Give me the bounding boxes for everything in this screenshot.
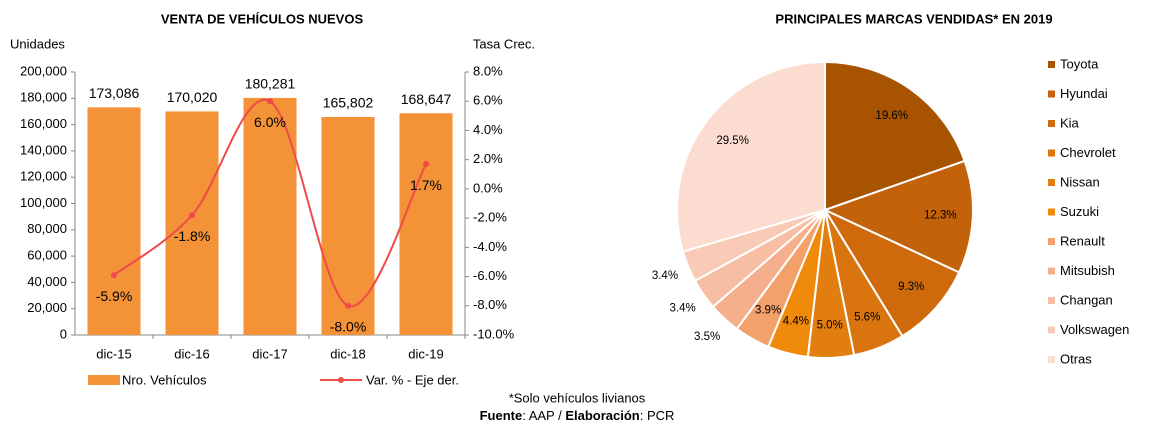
source: Fuente: AAP / Elaboración: PCR (480, 408, 675, 423)
legend-swatch (1048, 90, 1055, 98)
y-tick-label: 160,000 (20, 116, 67, 131)
y2-tick-label: -8.0% (473, 297, 507, 312)
pie-slice (822, 207, 961, 338)
line-label: 6.0% (254, 114, 286, 130)
y-tick-label: 60,000 (27, 248, 67, 263)
legend-label: Toyota (1060, 56, 1099, 71)
y-tick-label: 0 (60, 326, 67, 341)
line-marker (111, 272, 117, 279)
bar (165, 111, 219, 335)
y2-tick-label: -10.0% (473, 326, 515, 341)
slice-label: 29.5% (716, 135, 749, 147)
bar (321, 116, 375, 335)
legend-swatch (1048, 356, 1055, 363)
legend-swatch (1048, 297, 1055, 304)
legend-label: Hyundai (1060, 86, 1108, 101)
y2-tick-label: -2.0% (473, 210, 507, 225)
source-part: Elaboración (565, 408, 639, 423)
line-label: -8.0% (330, 318, 367, 334)
line-label: -1.8% (174, 228, 211, 244)
source-part: : AAP / (522, 408, 565, 423)
bar-label: 170,020 (167, 89, 218, 105)
legend-label: Volkswagen (1060, 322, 1129, 337)
bar (87, 107, 141, 335)
slice-label: 9.3% (898, 281, 924, 293)
legend-label: Nissan (1060, 174, 1100, 189)
legend-label: Changan (1060, 292, 1113, 307)
y2-axis-label: Tasa Crec. (473, 36, 535, 51)
chart-title: PRINCIPALES MARCAS VENDIDAS* EN 2019 (775, 11, 1052, 26)
source-part: Fuente (480, 408, 523, 423)
legend-label: Chevrolet (1060, 145, 1116, 160)
footnote: *Solo vehículos livianos (509, 390, 646, 405)
line (113, 98, 427, 307)
bar-label: 180,281 (245, 76, 296, 92)
legend-swatch (1048, 208, 1055, 216)
line-marker (423, 161, 429, 168)
y-tick-label: 100,000 (20, 195, 67, 210)
line-marker (189, 212, 195, 219)
legend-label: Kia (1060, 115, 1080, 130)
legend-label: Suzuki (1060, 204, 1099, 219)
slice-label: 4.4% (783, 316, 809, 328)
slice-label: 12.3% (924, 210, 957, 222)
legend-label: Renault (1060, 233, 1105, 248)
x-tick-label: dic-15 (96, 346, 131, 361)
slice-label: 5.6% (854, 311, 880, 323)
source-part: : PCR (640, 408, 675, 423)
y-tick-label: 40,000 (27, 274, 67, 289)
x-tick-label: dic-19 (408, 346, 443, 361)
legend-swatch (1048, 61, 1055, 68)
y2-tick-label: -4.0% (473, 239, 507, 254)
line-label: 1.7% (410, 177, 442, 193)
bar-label: 168,647 (401, 91, 452, 107)
slice-label: 3.9% (755, 304, 781, 316)
bar-label: 165,802 (323, 95, 374, 111)
legend-swatch (1048, 238, 1055, 245)
y2-tick-label: 6.0% (473, 93, 503, 108)
slice-label: 3.4% (652, 270, 678, 282)
legend-swatch (1048, 179, 1055, 186)
legend-swatch (1048, 120, 1055, 127)
legend-swatch (88, 375, 120, 385)
y2-tick-label: -6.0% (473, 268, 507, 283)
line-label: -5.9% (96, 288, 133, 304)
y2-tick-label: 4.0% (473, 122, 503, 137)
y2-tick-label: 2.0% (473, 151, 503, 166)
y-axis-label: Unidades (10, 36, 65, 51)
y-tick-label: 140,000 (20, 142, 67, 157)
pie-slice (822, 159, 974, 274)
legend-label: Otras (1060, 351, 1092, 366)
legend-label: Nro. Vehículos (122, 372, 207, 387)
bar-label: 173,086 (89, 85, 140, 101)
slice-label: 3.5% (694, 331, 720, 343)
y2-tick-label: 8.0% (473, 63, 503, 78)
chart-title: VENTA DE VEHÍCULOS NUEVOS (161, 11, 364, 26)
x-tick-label: dic-17 (252, 346, 287, 361)
x-tick-label: dic-16 (174, 346, 209, 361)
y-tick-label: 20,000 (27, 300, 67, 315)
y-tick-label: 120,000 (20, 169, 67, 184)
x-tick-label: dic-18 (330, 346, 365, 361)
legend-marker (338, 377, 344, 383)
legend-swatch (1048, 267, 1055, 275)
line-marker (345, 302, 351, 309)
y-tick-label: 180,000 (20, 90, 67, 105)
bar (399, 113, 453, 336)
legend-swatch (1048, 149, 1055, 157)
line-marker (267, 98, 273, 105)
y-tick-label: 80,000 (27, 221, 67, 236)
slice-label: 3.4% (670, 303, 696, 315)
legend-label: Mitsubish (1060, 263, 1115, 278)
bar (243, 97, 297, 336)
pie-slice (676, 60, 826, 253)
y-tick-label: 200,000 (20, 63, 67, 78)
legend-label: Var. % - Eje der. (366, 372, 459, 387)
slice-label: 19.6% (875, 110, 908, 122)
legend-swatch (1048, 326, 1055, 334)
y2-tick-label: 0.0% (473, 180, 503, 195)
slice-label: 5.0% (817, 319, 843, 331)
